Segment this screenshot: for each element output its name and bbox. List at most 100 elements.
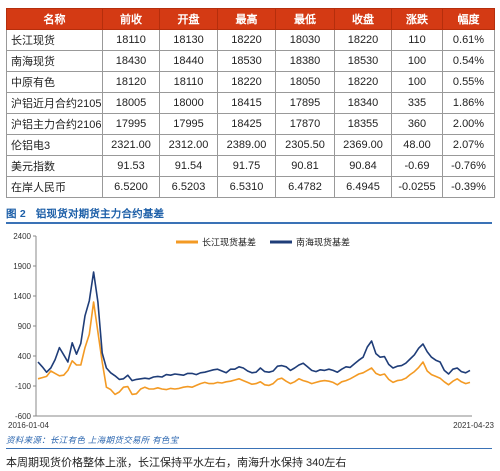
- cell: 18030: [275, 29, 335, 51]
- col-header-high: 最高: [217, 8, 276, 30]
- table-row: 长江现货 18110 18130 18220 18030 18220 110 0…: [6, 29, 495, 51]
- x-end-label: 2021-04-23: [453, 421, 494, 430]
- cell: -0.39%: [442, 176, 495, 198]
- cell: 17895: [275, 92, 335, 114]
- cell: 2312.00: [159, 134, 218, 156]
- cell: 2.00%: [442, 113, 495, 135]
- cell: 6.4945: [334, 176, 392, 198]
- cell: -0.76%: [442, 155, 495, 177]
- cell: 18530: [334, 50, 392, 72]
- y-tick-label: 1900: [13, 262, 31, 271]
- cell-name: 南海现货: [6, 50, 103, 72]
- cell: 18340: [334, 92, 392, 114]
- table-row: 沪铝主力合约2106 17995 17995 18425 17870 18355…: [6, 113, 495, 135]
- source-note: 资料来源：长江有色 上海期货交易所 有色宝: [6, 435, 179, 445]
- cell: 18000: [159, 92, 218, 114]
- cell: 360: [391, 113, 443, 135]
- table-header-row: 名称 前收 开盘 最高 最低 收盘 涨跌 幅度: [6, 8, 495, 30]
- col-header-prev-close: 前收: [102, 8, 160, 30]
- y-tick-label: 2400: [13, 232, 31, 241]
- table-row: 中原有色 18120 18110 18220 18050 18220 100 0…: [6, 71, 495, 93]
- cell: -0.0255: [391, 176, 443, 198]
- cell: 18355: [334, 113, 392, 135]
- col-header-close: 收盘: [334, 8, 392, 30]
- cell: 18220: [217, 71, 276, 93]
- cell: 18110: [159, 71, 218, 93]
- chart-series-layer: [37, 271, 471, 396]
- cell: 2.07%: [442, 134, 495, 156]
- cell: 91.54: [159, 155, 218, 177]
- table-row: 伦铝电3 2321.00 2312.00 2389.00 2305.50 236…: [6, 134, 495, 156]
- cell: 100: [391, 50, 443, 72]
- cell-name: 美元指数: [6, 155, 103, 177]
- chart-legend: 长江现货基差 南海现货基差: [176, 237, 350, 248]
- cell: 18430: [102, 50, 160, 72]
- cell: 335: [391, 92, 443, 114]
- table-row: 在岸人民币 6.5200 6.5203 6.5310 6.4782 6.4945…: [6, 176, 495, 198]
- cell: 2305.50: [275, 134, 335, 156]
- y-tick-label: 400: [18, 352, 32, 361]
- cell: 91.75: [217, 155, 276, 177]
- series-line-0: [37, 301, 471, 396]
- cell: 6.5200: [102, 176, 160, 198]
- cell: 100: [391, 71, 443, 93]
- cell-name: 沪铝近月合约2105: [6, 92, 103, 114]
- figure-caption: 图 2 铝现货对期货主力合约基差: [6, 206, 164, 221]
- cell: 18130: [159, 29, 218, 51]
- y-tick-label: -600: [15, 412, 32, 421]
- cell: 18220: [217, 29, 276, 51]
- cell: 0.61%: [442, 29, 495, 51]
- figure-top-rule: [6, 222, 492, 223]
- cell: 90.81: [275, 155, 335, 177]
- cell: 18050: [275, 71, 335, 93]
- col-header-low: 最低: [275, 8, 335, 30]
- y-tick-label: -100: [15, 382, 32, 391]
- cell: -0.69: [391, 155, 443, 177]
- cell: 90.84: [334, 155, 392, 177]
- cell: 17870: [275, 113, 335, 135]
- legend-label-1: 南海现货基差: [296, 237, 350, 248]
- series-line-1: [37, 271, 471, 382]
- cell: 1.86%: [442, 92, 495, 114]
- cell: 2321.00: [102, 134, 160, 156]
- cell: 91.53: [102, 155, 160, 177]
- cell: 18110: [102, 29, 160, 51]
- y-tick-label: 900: [18, 322, 32, 331]
- cell-name: 中原有色: [6, 71, 103, 93]
- cell-name: 沪铝主力合约2106: [6, 113, 103, 135]
- cell: 2389.00: [217, 134, 276, 156]
- cell: 18380: [275, 50, 335, 72]
- col-header-open: 开盘: [159, 8, 218, 30]
- cell-name: 在岸人民币: [6, 176, 103, 198]
- cell-name: 长江现货: [6, 29, 103, 51]
- cell-name: 伦铝电3: [6, 134, 103, 156]
- col-header-change: 涨跌: [391, 8, 443, 30]
- cell: 18440: [159, 50, 218, 72]
- legend-label-0: 长江现货基差: [202, 237, 256, 248]
- figure-top-rule-2: [6, 223, 492, 224]
- col-header-name: 名称: [6, 8, 103, 30]
- cell: 48.00: [391, 134, 443, 156]
- table-row: 南海现货 18430 18440 18530 18380 18530 100 0…: [6, 50, 495, 72]
- cell: 0.55%: [442, 71, 495, 93]
- quote-table: 名称 前收 开盘 最高 最低 收盘 涨跌 幅度 长江现货 18110 18130…: [6, 8, 495, 198]
- figure-bottom-rule: [6, 448, 492, 449]
- cell: 6.4782: [275, 176, 335, 198]
- cell: 6.5203: [159, 176, 218, 198]
- cell: 0.54%: [442, 50, 495, 72]
- col-header-change-pct: 幅度: [442, 8, 495, 30]
- cell: 18530: [217, 50, 276, 72]
- table-row: 美元指数 91.53 91.54 91.75 90.81 90.84 -0.69…: [6, 155, 495, 177]
- cell: 18120: [102, 71, 160, 93]
- figure-title: 铝现货对期货主力合约基差: [35, 208, 165, 220]
- cell: 2369.00: [334, 134, 392, 156]
- cell: 18425: [217, 113, 276, 135]
- cell: 6.5310: [217, 176, 276, 198]
- y-tick-label: 1400: [13, 292, 31, 301]
- table-row: 沪铝近月合约2105 18005 18000 18415 17895 18340…: [6, 92, 495, 114]
- cell: 17995: [159, 113, 218, 135]
- cell: 18220: [334, 71, 392, 93]
- cell: 18005: [102, 92, 160, 114]
